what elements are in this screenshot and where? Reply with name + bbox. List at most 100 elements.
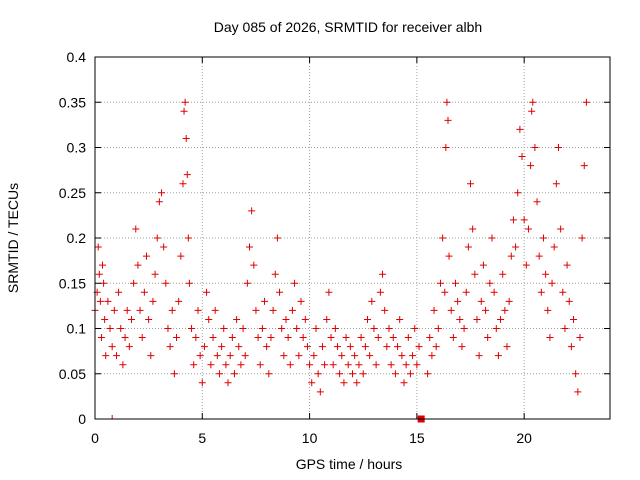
data-point <box>254 334 262 342</box>
data-point <box>108 343 116 351</box>
data-point <box>445 252 453 260</box>
data-point <box>527 162 535 170</box>
data-point <box>160 243 168 251</box>
data-point <box>516 125 524 133</box>
data-point <box>434 325 442 332</box>
data-point <box>372 361 380 369</box>
data-point <box>241 352 249 360</box>
data-point <box>125 343 133 351</box>
data-point <box>353 379 361 387</box>
data-point <box>557 225 565 233</box>
data-point <box>276 288 284 296</box>
data-point <box>580 162 588 170</box>
data-point <box>301 315 309 323</box>
data-point <box>188 325 196 332</box>
data-point <box>233 315 241 323</box>
data-point <box>282 315 290 323</box>
data-point <box>452 279 459 287</box>
data-point <box>185 279 193 287</box>
data-point <box>180 107 188 115</box>
y-tick-label: 0.25 <box>59 185 86 201</box>
data-point <box>449 334 457 342</box>
data-point <box>329 361 337 369</box>
data-point <box>127 315 135 323</box>
data-point <box>528 107 536 115</box>
data-point <box>400 379 408 387</box>
data-point <box>565 297 573 305</box>
data-point <box>194 306 202 314</box>
data-point <box>364 315 372 323</box>
data-point <box>132 225 140 233</box>
data-point <box>349 370 356 378</box>
data-point <box>454 297 462 305</box>
data-point <box>155 198 163 206</box>
data-point <box>250 261 258 269</box>
data-point <box>327 334 335 342</box>
data-point <box>383 343 391 351</box>
data-point <box>338 352 346 360</box>
data-point <box>97 334 105 342</box>
data-point <box>175 297 183 305</box>
data-point <box>248 207 256 215</box>
data-point <box>484 334 492 342</box>
data-point <box>582 98 590 106</box>
data-point <box>462 288 470 296</box>
data-point <box>539 234 547 242</box>
data-point <box>323 315 331 323</box>
data-point <box>288 306 296 314</box>
data-point <box>404 334 412 342</box>
data-point <box>321 361 329 369</box>
data-point <box>140 288 148 296</box>
chart-title: Day 085 of 2026, SRMTID for receiver alb… <box>214 19 482 35</box>
data-point <box>477 297 485 305</box>
data-point <box>396 315 404 323</box>
data-point <box>572 370 580 378</box>
data-point <box>102 352 110 360</box>
data-point <box>458 343 466 351</box>
data-point <box>548 279 556 287</box>
data-point <box>181 98 189 106</box>
data-point <box>567 343 575 351</box>
data-point <box>340 379 348 387</box>
data-point <box>222 361 230 369</box>
data-point <box>415 343 423 351</box>
data-point <box>196 352 204 360</box>
data-point <box>184 234 192 242</box>
data-point <box>218 343 226 351</box>
data-point <box>359 370 367 378</box>
data-point <box>559 288 567 296</box>
data-point <box>490 288 498 296</box>
data-point <box>467 180 475 188</box>
data-point <box>207 361 215 369</box>
data-point <box>138 334 146 342</box>
data-point <box>430 306 438 314</box>
data-point <box>246 243 253 251</box>
data-point <box>488 234 496 242</box>
data-point <box>168 306 176 314</box>
data-point <box>406 370 414 378</box>
data-point <box>318 343 326 351</box>
data-point <box>316 388 324 396</box>
data-point <box>151 270 159 278</box>
data-point <box>235 343 243 351</box>
data-point <box>269 306 277 314</box>
data-point <box>370 325 378 332</box>
data-point <box>475 352 483 360</box>
data-point <box>469 225 477 233</box>
axis-ticks: 0 0.05 0.1 0.15 0.2 0.25 0.3 0.35 0.4 0 5 10 15 20 <box>59 49 610 446</box>
data-point <box>106 325 114 332</box>
data-point <box>96 297 104 305</box>
data-point <box>284 334 292 342</box>
data-point <box>198 379 206 387</box>
data-point <box>230 370 238 378</box>
data-point <box>355 361 363 369</box>
data-point <box>179 180 187 188</box>
data-point <box>550 243 558 251</box>
y-tick-label: 0.2 <box>67 230 87 246</box>
data-point <box>256 361 264 369</box>
data-point <box>509 216 517 224</box>
data-point <box>243 279 251 287</box>
data-point <box>258 325 266 332</box>
data-point <box>291 279 299 287</box>
data-point <box>537 288 545 296</box>
